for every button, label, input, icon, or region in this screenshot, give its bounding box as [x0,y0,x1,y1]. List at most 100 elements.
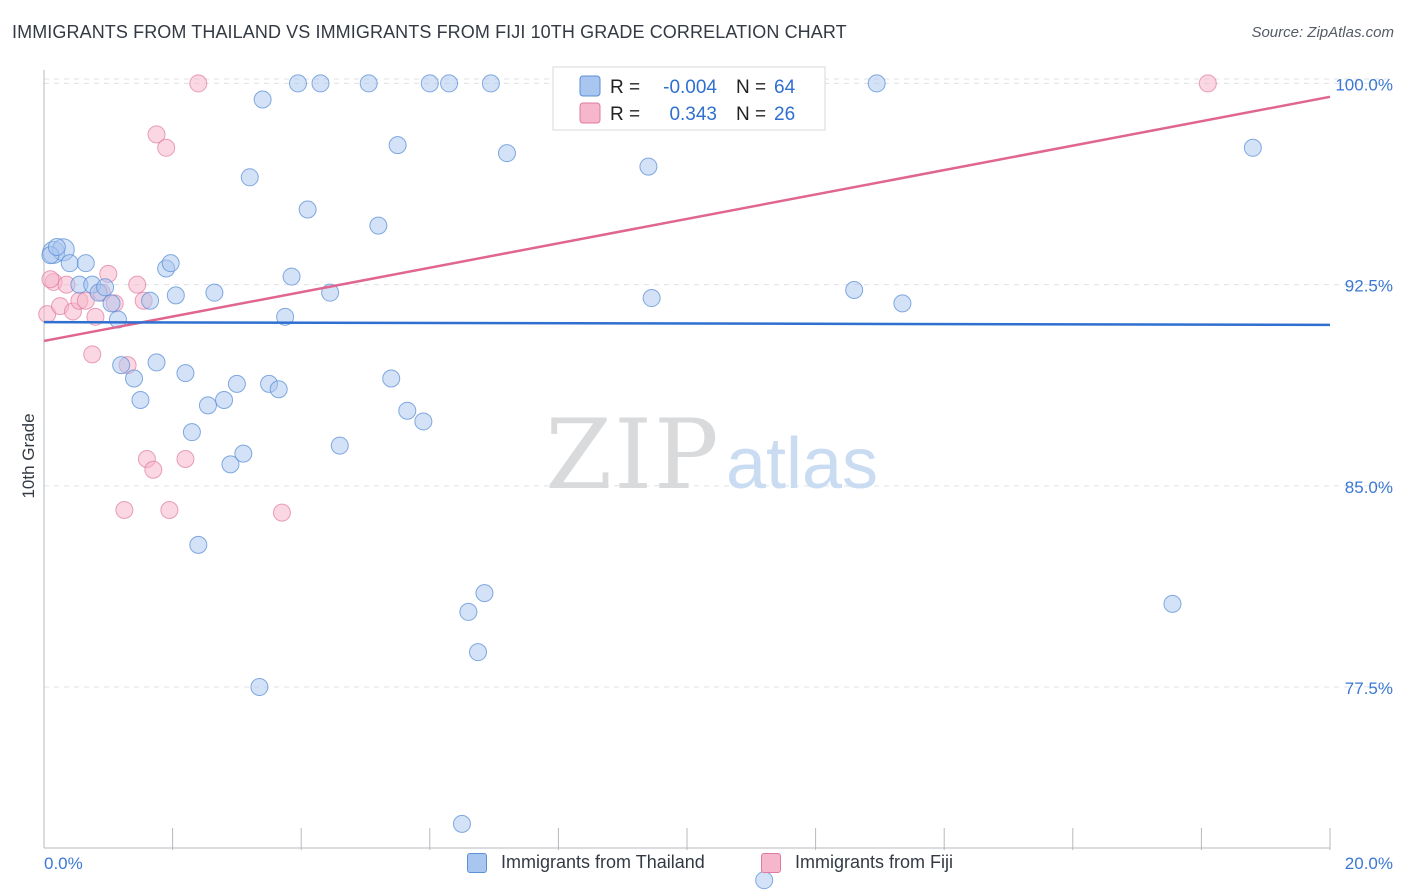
thailand-point [311,74,330,93]
fiji-point [76,291,95,310]
thailand-point [161,254,180,273]
thailand-point [893,294,912,313]
chart-title: IMMIGRANTS FROM THAILAND VS IMMIGRANTS F… [12,22,847,42]
y-tick-labels: 77.5% 85.0% 92.5% 100.0% [1335,75,1393,698]
series-fiji-points [38,74,1217,522]
thailand-point [189,535,208,554]
thailand-point [182,423,201,442]
y-tick-label: 100.0% [1335,75,1393,94]
thailand-point [125,369,144,388]
thailand-point [1243,138,1262,157]
watermark-zip: ZIP [545,399,720,511]
legend-fiji-r-label: R = [610,104,640,125]
thailand-point [420,74,439,93]
thailand-trend-line [43,320,1331,327]
thailand-point [112,356,131,375]
legend-item-thailand[interactable]: Immigrants from Thailand [467,852,705,873]
y-tick-label: 92.5% [1345,277,1393,296]
thailand-point [176,364,195,383]
thailand-point [867,74,886,93]
thailand-point [250,678,269,697]
x-tick-label: 0.0% [44,854,83,873]
legend-thailand-r-value: -0.004 [663,77,717,98]
y-tick-label: 85.0% [1345,478,1393,497]
thailand-point [60,254,79,273]
thailand-point [147,353,166,372]
y-axis-label: 10th Grade [19,413,38,498]
thailand-point [469,643,488,662]
thailand-point [47,238,66,257]
thailand-point [481,74,500,93]
thailand-point [141,291,160,310]
fiji-point [157,138,176,157]
fiji-point [144,460,163,479]
legend-thailand-r-label: R = [610,77,640,98]
thailand-point [269,380,288,399]
fiji-point [272,503,291,522]
legend-thailand-n-label: N = [736,77,766,98]
legend-thailand-label: Immigrants from Thailand [501,852,705,872]
thailand-point [240,168,259,187]
thailand-point [398,401,417,420]
x-tick-label: 20.0% [1345,854,1393,873]
thailand-point [276,307,295,326]
thailand-point [298,200,317,219]
legend-fiji-label: Immigrants from Fiji [795,852,954,872]
y-tick-label: 77.5% [1345,679,1393,698]
thailand-point [440,74,459,93]
thailand-point [475,584,494,603]
thailand-point [282,267,301,286]
thailand-point [166,286,185,305]
thailand-point [253,90,272,109]
watermark-atlas: atlas [726,424,878,504]
source-credit: Source: ZipAtlas.com [1251,24,1394,41]
thailand-point [215,390,234,409]
legend-fiji-n-value: 26 [774,104,795,125]
thailand-point [1163,594,1182,613]
fiji-trend-line [43,95,1331,343]
fiji-point [176,450,195,468]
series-thailand-points [41,74,1262,890]
thailand-point [414,412,433,431]
fiji-point [128,275,147,294]
thailand-point [388,136,407,155]
legend-fiji-r-value: 0.343 [669,104,717,125]
legend-thailand-n-value: 64 [774,77,796,98]
x-tick-labels: 0.0% 20.0% [44,854,1393,873]
fiji-point [83,345,102,364]
fiji-point [160,500,179,519]
thailand-point [131,390,150,409]
legend-fiji-swatch [579,102,601,124]
legend-item-fiji[interactable]: Immigrants from Fiji [761,852,953,873]
thailand-point [369,216,388,235]
bottom-legend: Immigrants from Thailand Immigrants from… [0,852,1406,878]
axes [43,70,1331,850]
thailand-point [76,254,95,273]
legend-fiji-swatch-bottom [761,852,781,873]
thailand-point [452,814,471,833]
thailand-point [359,74,378,93]
thailand-point [459,602,478,621]
thailand-point [639,157,658,176]
thailand-point [642,289,661,308]
thailand-point [96,278,115,297]
fiji-point [115,500,134,519]
watermark: ZIP atlas [545,399,878,511]
thailand-point [382,369,401,388]
trend-lines [43,95,1331,343]
thailand-point [102,294,121,313]
fiji-point [189,74,208,93]
legend-thailand-swatch [579,75,601,97]
fiji-point [147,125,166,144]
thailand-point [205,283,224,302]
thailand-point [845,280,864,299]
thailand-point [227,374,246,393]
thailand-point [330,436,349,455]
legend-thailand-swatch-bottom [467,852,487,873]
thailand-point [234,444,253,463]
thailand-point [288,74,307,93]
thailand-point [497,144,516,163]
stats-legend: R = -0.004 N = 64 R = 0.343 N = 26 [552,66,826,131]
thailand-point [198,396,217,415]
